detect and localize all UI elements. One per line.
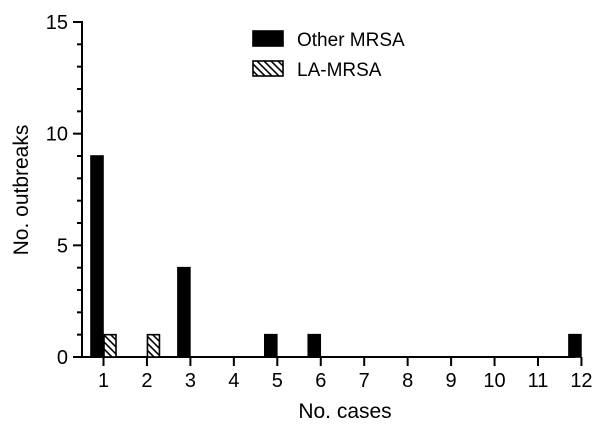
- bar-la-mrsa: [146, 333, 161, 358]
- x-tick-label: 7: [359, 370, 370, 392]
- legend: Other MRSA LA-MRSA: [252, 30, 405, 81]
- legend-swatch: [252, 60, 284, 77]
- bar-other-mrsa: [177, 266, 191, 358]
- x-tick-label: 11: [528, 370, 549, 392]
- bar-other-mrsa: [568, 333, 582, 358]
- y-tick-label: 15: [46, 12, 68, 34]
- bar-la-mrsa: [103, 333, 117, 358]
- bar-other-mrsa: [263, 333, 278, 358]
- x-tick-label: 12: [570, 370, 592, 392]
- y-tick-label: 10: [46, 124, 68, 146]
- bar-other-mrsa: [90, 155, 104, 358]
- bar-other-mrsa: [307, 333, 322, 358]
- bars: [90, 155, 582, 358]
- y-axis-title: No. outbreaks: [10, 125, 33, 256]
- x-tick-label: 6: [315, 370, 326, 392]
- x-tick-label: 10: [483, 370, 505, 392]
- x-tick-label: 2: [141, 370, 152, 392]
- x-tick-label: 9: [446, 370, 457, 392]
- x-axis-title: No. cases: [298, 400, 391, 423]
- x-tick-label: 8: [402, 370, 413, 392]
- y-tick-label: 5: [57, 235, 68, 257]
- x-tick-label: 1: [98, 370, 109, 392]
- legend-label: Other MRSA: [297, 30, 405, 51]
- y-tick-label: 0: [57, 347, 68, 369]
- x-tick-label: 5: [272, 370, 283, 392]
- x-tick-label: 4: [228, 370, 239, 392]
- x-tick-label: 3: [185, 370, 196, 392]
- legend-swatch: [252, 30, 284, 47]
- legend-label: LA-MRSA: [297, 60, 382, 81]
